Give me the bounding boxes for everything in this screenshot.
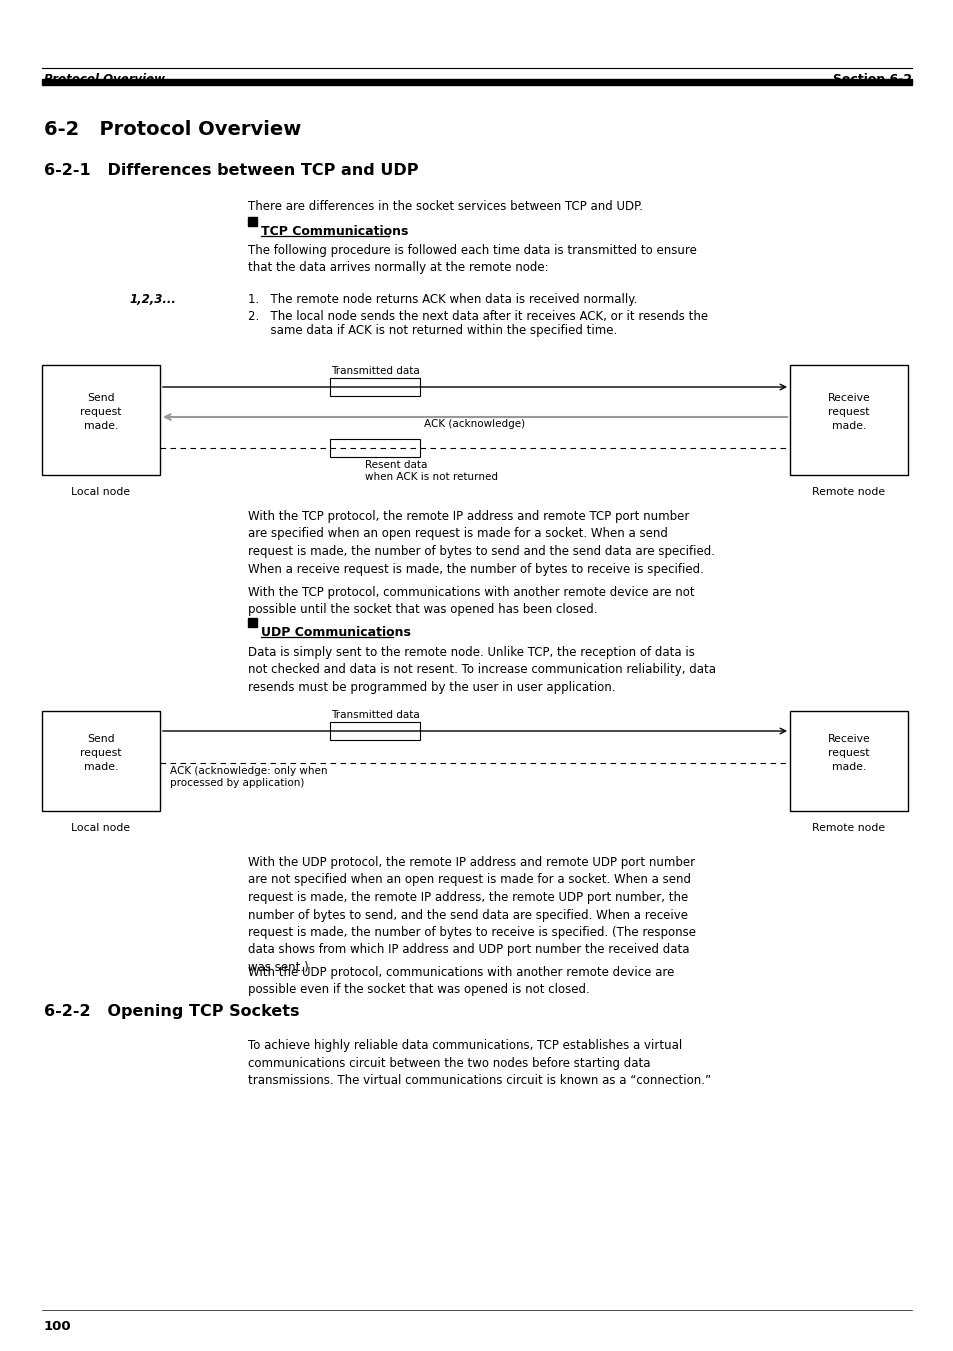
Text: Protocol Overview: Protocol Overview	[44, 73, 165, 86]
Text: With the UDP protocol, the remote IP address and remote UDP port number
are not : With the UDP protocol, the remote IP add…	[248, 857, 696, 974]
Text: Local node: Local node	[71, 486, 131, 497]
Text: Resent data
when ACK is not returned: Resent data when ACK is not returned	[365, 459, 497, 482]
Text: Receive
request
made.: Receive request made.	[827, 393, 869, 431]
Text: 100: 100	[44, 1320, 71, 1333]
Bar	[330, 721, 419, 740]
Text: There are differences in the socket services between TCP and UDP.: There are differences in the socket serv…	[248, 200, 642, 213]
Bar	[248, 617, 256, 627]
Text: Transmitted data: Transmitted data	[331, 711, 419, 720]
Bar	[330, 378, 419, 396]
Text: The following procedure is followed each time data is transmitted to ensure
that: The following procedure is followed each…	[248, 245, 696, 274]
Text: same data if ACK is not returned within the specified time.: same data if ACK is not returned within …	[248, 324, 617, 336]
Text: Send
request
made.: Send request made.	[80, 735, 122, 771]
Bar	[789, 365, 907, 476]
Text: With the TCP protocol, communications with another remote device are not
possibl: With the TCP protocol, communications wi…	[248, 586, 694, 616]
Text: 6-2   Protocol Overview: 6-2 Protocol Overview	[44, 120, 301, 139]
Text: 6-2-1   Differences between TCP and UDP: 6-2-1 Differences between TCP and UDP	[44, 163, 418, 178]
Text: 1.   The remote node returns ACK when data is received normally.: 1. The remote node returns ACK when data…	[248, 293, 637, 305]
Bar	[42, 365, 160, 476]
Text: To achieve highly reliable data communications, TCP establishes a virtual
commun: To achieve highly reliable data communic…	[248, 1039, 710, 1088]
Bar	[248, 218, 256, 226]
Bar	[42, 78, 911, 85]
Text: Local node: Local node	[71, 823, 131, 834]
Text: Remote node: Remote node	[812, 823, 884, 834]
Text: ACK (acknowledge): ACK (acknowledge)	[424, 419, 525, 430]
Text: Remote node: Remote node	[812, 486, 884, 497]
Text: Receive
request
made.: Receive request made.	[827, 735, 869, 771]
Text: Transmitted data: Transmitted data	[331, 366, 419, 376]
Bar	[330, 439, 419, 457]
Text: ACK (acknowledge: only when
processed by application): ACK (acknowledge: only when processed by…	[170, 766, 327, 789]
Text: With the UDP protocol, communications with another remote device are
possible ev: With the UDP protocol, communications wi…	[248, 966, 674, 997]
Text: Data is simply sent to the remote node. Unlike TCP, the reception of data is
not: Data is simply sent to the remote node. …	[248, 646, 716, 694]
Text: UDP Communications: UDP Communications	[261, 626, 411, 639]
Text: Send
request
made.: Send request made.	[80, 393, 122, 431]
Text: TCP Communications: TCP Communications	[261, 226, 408, 238]
Text: 2.   The local node sends the next data after it receives ACK, or it resends the: 2. The local node sends the next data af…	[248, 309, 707, 323]
Bar	[789, 711, 907, 811]
Text: 1,2,3...: 1,2,3...	[130, 293, 176, 305]
Text: Section 6-2: Section 6-2	[832, 73, 911, 86]
Text: With the TCP protocol, the remote IP address and remote TCP port number
are spec: With the TCP protocol, the remote IP add…	[248, 509, 714, 576]
Text: 6-2-2   Opening TCP Sockets: 6-2-2 Opening TCP Sockets	[44, 1004, 299, 1019]
Bar	[42, 711, 160, 811]
